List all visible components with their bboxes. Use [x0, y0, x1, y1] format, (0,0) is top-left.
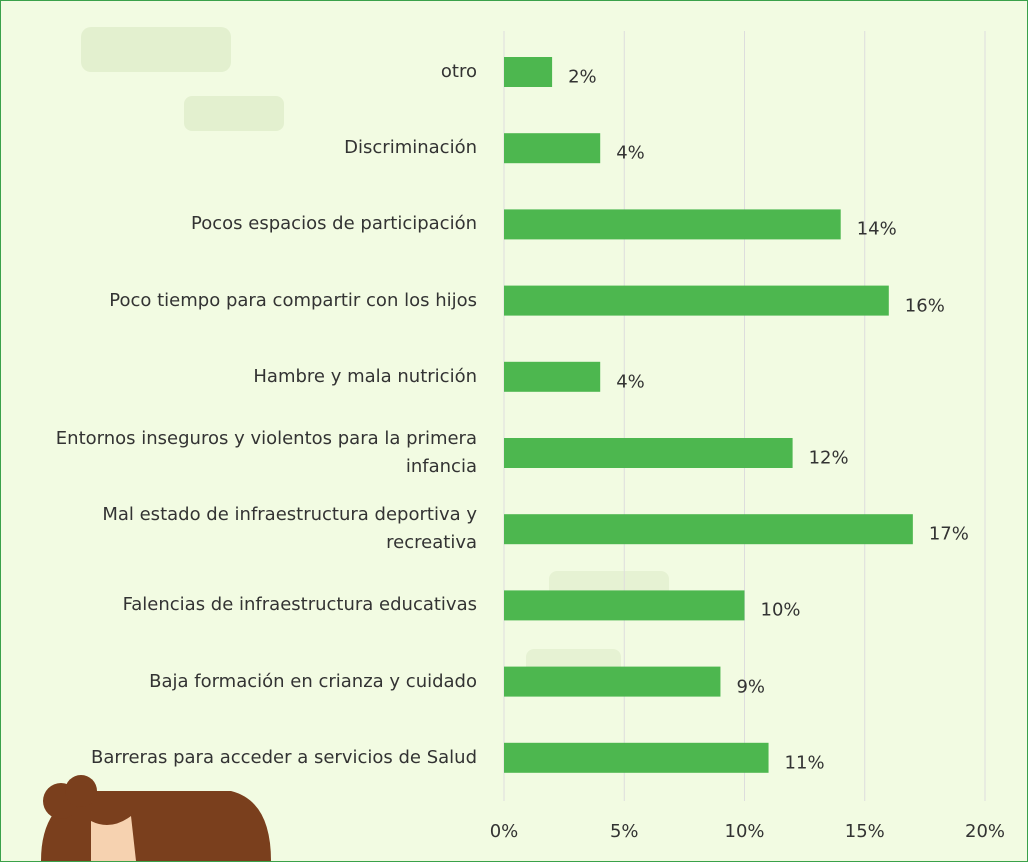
bar [504, 667, 720, 697]
y-tick-label: Hambre y mala nutrición [7, 363, 477, 391]
x-tick-label: 5% [610, 821, 639, 842]
value-label: 9% [736, 676, 765, 697]
value-label: 16% [905, 295, 945, 316]
value-label: 4% [616, 371, 645, 392]
value-label: 12% [809, 448, 849, 469]
character [41, 775, 271, 861]
bar [504, 286, 889, 316]
x-tick-label: 15% [845, 821, 885, 842]
x-tick-label: 10% [724, 821, 764, 842]
value-label: 14% [857, 219, 897, 240]
chart: 0% 5% 10% 15% 20% otro 2% Discriminación 4% Pocos… [0, 0, 1028, 862]
x-tick-label: 20% [965, 821, 1005, 842]
bar [504, 57, 552, 87]
bar [504, 133, 600, 163]
y-tick-label: Mal estado de infraestructura deportiva … [7, 501, 477, 557]
value-label: 17% [929, 524, 969, 545]
y-tick-label: Poco tiempo para compartir con los hijos [7, 287, 477, 315]
y-tick-label: Baja formación en crianza y cuidado [7, 668, 477, 696]
bar [504, 743, 769, 773]
bar [504, 590, 745, 620]
bar [504, 514, 913, 544]
value-label: 2% [568, 67, 597, 88]
value-label: 4% [616, 143, 645, 164]
x-tick-label: 0% [490, 821, 519, 842]
bar [504, 209, 841, 239]
y-tick-label: Barreras para acceder a servicios de Sal… [7, 744, 477, 772]
value-label: 10% [761, 600, 801, 621]
y-tick-label: Entornos inseguros y violentos para la p… [7, 425, 477, 481]
bar [504, 362, 600, 392]
y-tick-label: Pocos espacios de participación [7, 210, 477, 238]
y-tick-label: otro [7, 58, 477, 86]
decor [184, 96, 284, 131]
y-tick-label: Discriminación [7, 134, 477, 162]
value-label: 11% [785, 752, 825, 773]
y-tick-label: Falencias de infraestructura educativas [7, 591, 477, 619]
bar [504, 438, 793, 468]
